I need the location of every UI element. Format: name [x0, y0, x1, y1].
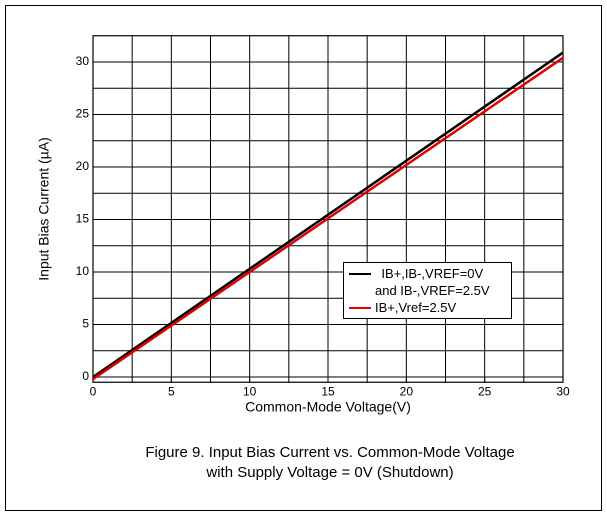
- series-line: [92, 56, 564, 381]
- y-tick-label: 10: [76, 264, 90, 278]
- x-tick-label: 30: [556, 384, 570, 398]
- x-tick-label: 15: [321, 384, 335, 398]
- legend-entry: IB+,Vref=2.5V: [344, 299, 511, 316]
- y-axis-label: Input Bias Current (µA): [36, 137, 52, 280]
- caption: with Supply Voltage = 0V (Shutdown): [205, 464, 453, 481]
- y-tick-label: 0: [82, 369, 89, 383]
- legend-swatch: [349, 273, 371, 275]
- y-tick-label: 25: [76, 107, 90, 121]
- x-tick-label: 20: [400, 384, 414, 398]
- x-tick-label: 25: [478, 384, 492, 398]
- y-tick-label: 20: [76, 159, 90, 173]
- y-tick-label: 30: [76, 54, 90, 68]
- x-tick-label: 5: [168, 384, 175, 398]
- series-line: [92, 51, 564, 379]
- legend: IB+,IB-,VREF=0V and IB-,VREF=2.5V IB+,Vre…: [343, 262, 512, 319]
- x-axis-label: Common-Mode Voltage(V): [245, 399, 411, 415]
- legend-label: IB+,Vref=2.5V: [375, 300, 457, 315]
- y-tick-label: 5: [82, 317, 89, 331]
- frame: [5, 5, 602, 511]
- y-tick-label: 15: [76, 212, 90, 226]
- legend-entry: IB+,IB-,VREF=0V and IB-,VREF=2.5V: [344, 265, 511, 299]
- caption: Figure 9. Input Bias Current vs. Common-…: [145, 444, 514, 461]
- legend-label: IB+,IB-,VREF=0V and IB-,VREF=2.5V: [375, 266, 490, 298]
- legend-swatch: [349, 307, 371, 309]
- x-tick-label: 0: [90, 384, 97, 398]
- x-tick-label: 10: [243, 384, 257, 398]
